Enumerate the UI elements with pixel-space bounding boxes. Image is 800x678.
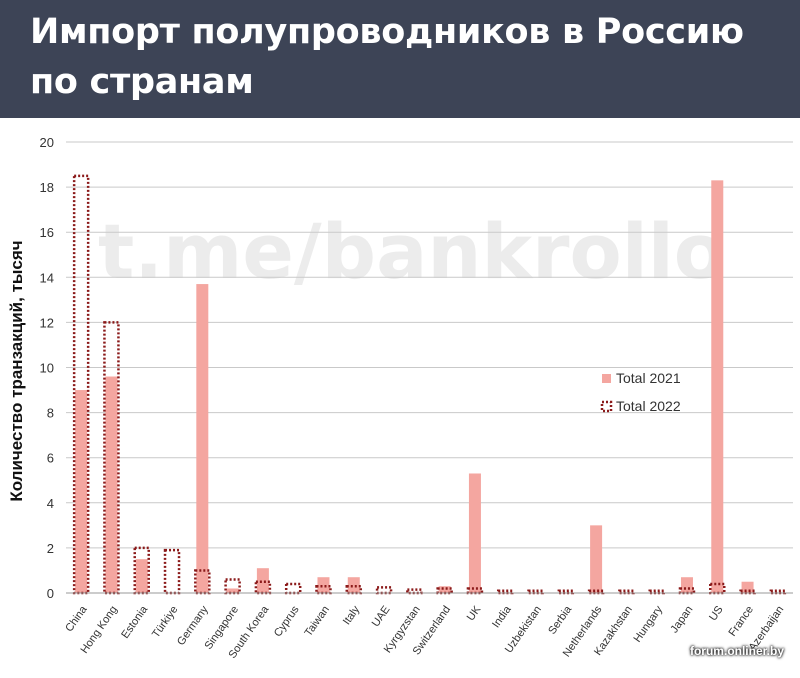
bar-2022 [163, 548, 181, 595]
page-title-line-2: по странам [30, 62, 254, 102]
bar-2022 [284, 582, 302, 595]
title-banner: Импорт полупроводников в Россию по стран… [0, 0, 800, 118]
bar-2021 [105, 376, 118, 593]
bar-2022 [194, 569, 211, 595]
bar-2021 [135, 559, 148, 593]
y-tick-label: 14 [40, 270, 54, 285]
y-tick-label: 0 [47, 586, 54, 601]
x-tick-label: France [727, 604, 756, 639]
legend-label-2021: Total 2021 [616, 370, 681, 386]
bar-2021 [741, 581, 754, 593]
bar-2022 [769, 589, 787, 595]
bar-2021 [680, 577, 693, 593]
x-tick-label: Hungary [631, 603, 665, 644]
x-tick-label: India [490, 603, 514, 630]
bar-2021 [317, 577, 330, 593]
x-tick-label: UAE [370, 604, 393, 629]
y-tick-label: 6 [47, 451, 54, 466]
bar-2022 [375, 586, 393, 595]
bar-2021 [711, 180, 724, 593]
x-tick-label: US [707, 604, 726, 623]
bar-2022 [103, 321, 120, 595]
source-credit: forum.onliner.by [689, 644, 784, 658]
x-tick-label: Türkiye [150, 604, 181, 640]
bar-chart: t.me/bankrollo 02468101214161820ChinaHon… [7, 135, 793, 661]
bar-2022 [133, 546, 150, 595]
y-tick-label: 10 [40, 361, 54, 376]
bar-2022 [618, 589, 635, 595]
bar-2021 [196, 284, 209, 593]
page-title-line-1: Импорт полупроводников в Россию [30, 12, 744, 52]
watermark-text: t.me/bankrollo [98, 207, 726, 296]
y-tick-label: 4 [47, 496, 54, 511]
bar-2021 [75, 390, 88, 593]
y-tick-label: 18 [40, 180, 54, 195]
bar-2021 [256, 568, 269, 593]
bar-2022 [709, 582, 726, 595]
y-tick-label: 20 [40, 135, 54, 150]
y-tick-label: 16 [40, 225, 54, 240]
x-tick-label: Taiwan [302, 604, 331, 639]
y-tick-label: 2 [47, 541, 54, 556]
x-tick-label: Estonia [119, 603, 150, 641]
bar-2022 [496, 589, 514, 595]
x-tick-label: Cyprus [272, 603, 302, 639]
legend-swatch-2021 [602, 374, 611, 383]
x-tick-label: UK [465, 603, 484, 623]
y-tick-label: 8 [47, 406, 54, 421]
bar-2022 [406, 588, 423, 595]
x-tick-label: Japan [668, 604, 695, 635]
x-tick-label: Serbia [546, 603, 575, 637]
x-tick-label: Italy [341, 603, 363, 627]
legend-swatch-2022 [600, 400, 613, 413]
y-axis-label: Количество транзакций, тысяч [7, 240, 26, 501]
bar-2022 [739, 589, 756, 595]
bar-2021 [590, 525, 603, 593]
bar-2021 [468, 473, 481, 593]
bar-2022 [72, 174, 90, 595]
bar-2021 [438, 586, 451, 593]
bar-2022 [224, 578, 241, 595]
bar-2021 [347, 577, 360, 593]
bar-2022 [587, 589, 605, 595]
bar-2022 [315, 584, 332, 595]
bar-2022 [527, 589, 544, 595]
bar-2022 [648, 589, 665, 595]
legend-label-2022: Total 2022 [616, 398, 681, 414]
y-tick-label: 12 [40, 315, 54, 330]
x-tick-label: China [63, 603, 90, 634]
bar-2022 [557, 589, 575, 595]
bar-2022 [345, 584, 363, 595]
bar-2021 [226, 588, 239, 593]
